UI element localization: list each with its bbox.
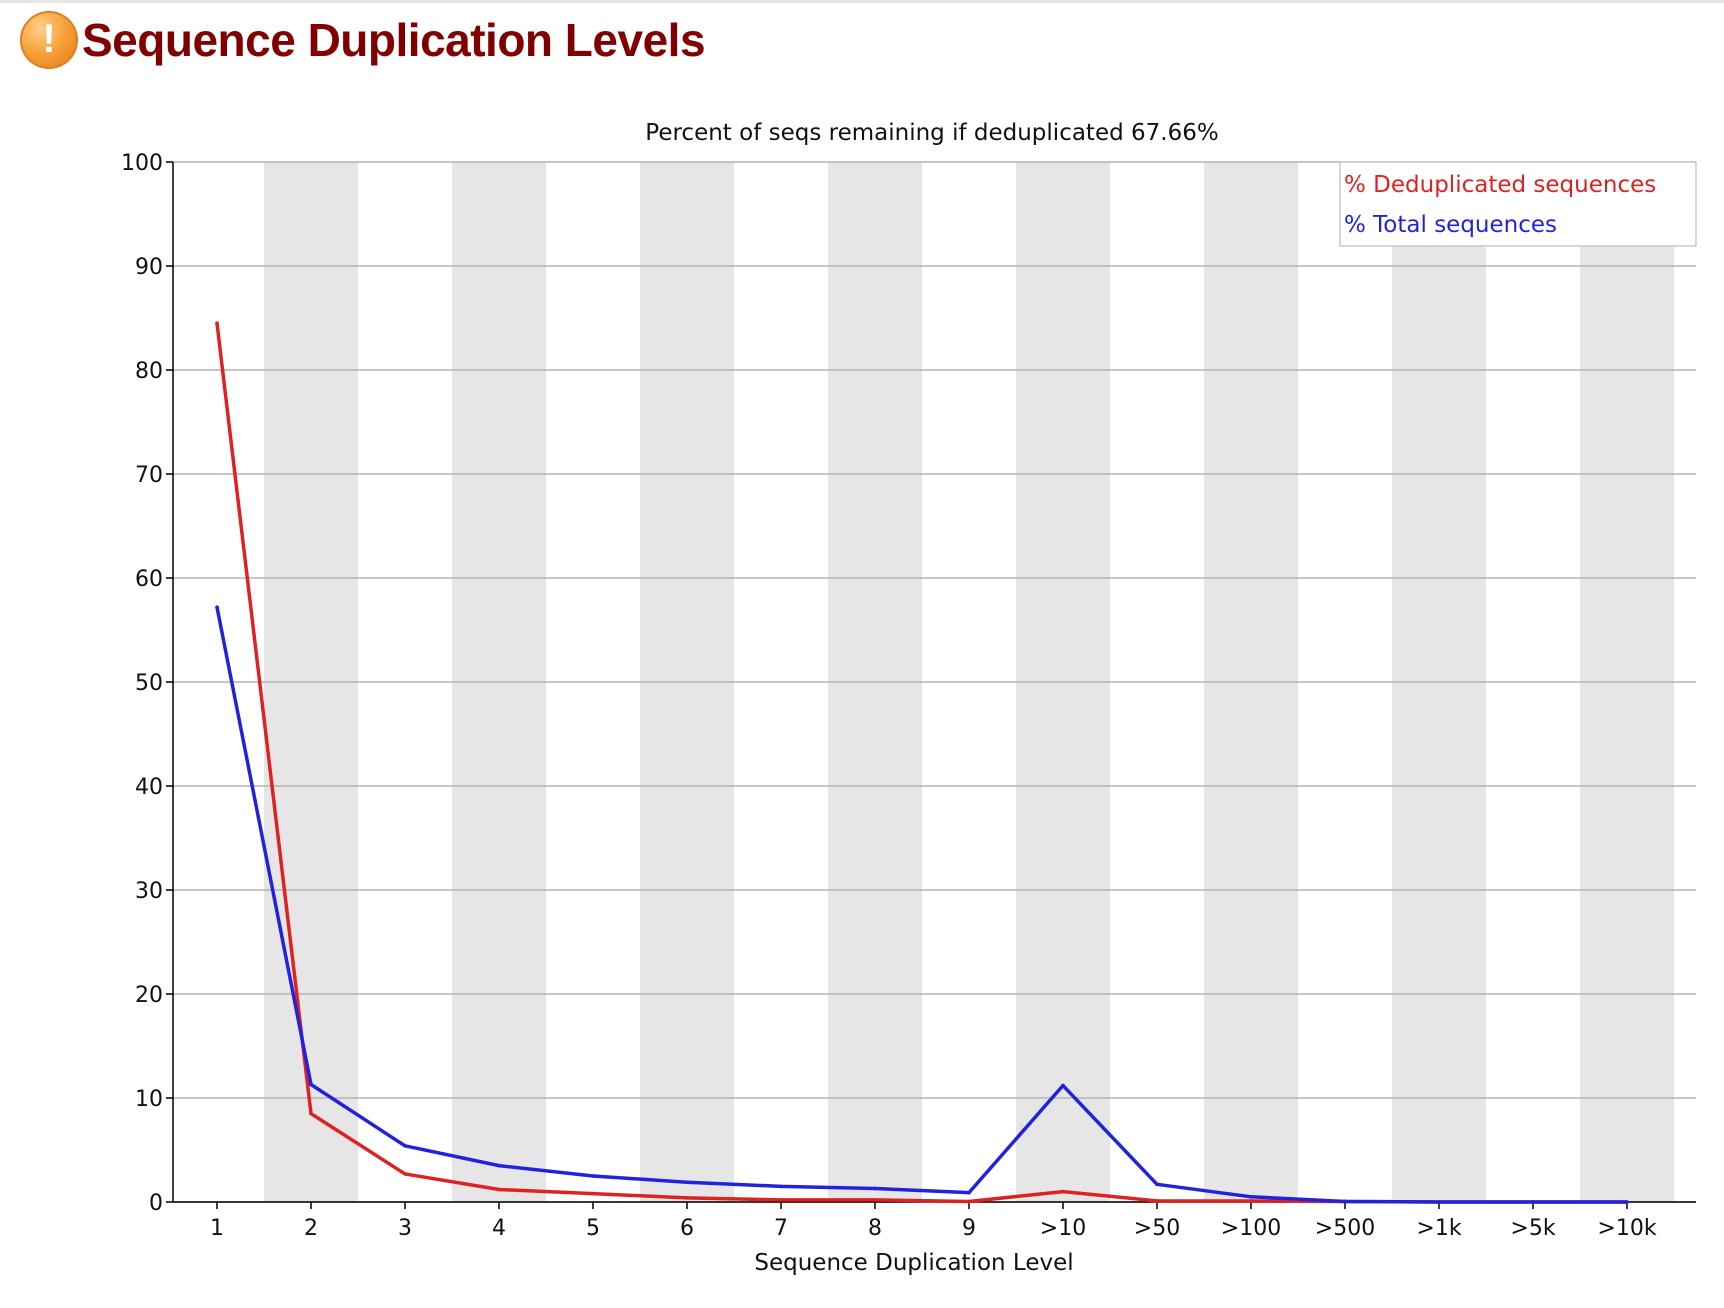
chart-title: Percent of seqs remaining if deduplicate…	[645, 120, 1218, 146]
series-point-1	[1437, 1200, 1441, 1204]
x-tick-label: >50	[1134, 1216, 1180, 1241]
series-point-0	[215, 321, 219, 326]
y-tick-label: 0	[149, 1191, 163, 1216]
x-tick-label: >10	[1040, 1216, 1086, 1241]
y-tick-label: 20	[135, 983, 163, 1008]
series-point-0	[873, 1198, 877, 1202]
series-point-1	[309, 1082, 313, 1087]
x-tick-label: 6	[680, 1216, 694, 1241]
legend-entry: % Total sequences	[1344, 212, 1557, 238]
series-point-1	[1625, 1200, 1629, 1204]
x-tick-label: 5	[586, 1216, 600, 1241]
y-tick-label: 30	[135, 879, 163, 904]
series-point-1	[497, 1163, 501, 1168]
series-point-1	[215, 605, 219, 609]
y-tick-label: 80	[135, 359, 163, 384]
series-point-1	[779, 1184, 783, 1189]
series-point-1	[1249, 1195, 1253, 1199]
page-title: Sequence Duplication Levels	[82, 14, 706, 66]
series-point-1	[1531, 1200, 1535, 1204]
x-tick-label: >5k	[1510, 1216, 1555, 1241]
x-tick-label: 8	[868, 1216, 882, 1241]
y-tick-label: 10	[135, 1087, 163, 1112]
y-tick-label: 40	[135, 775, 163, 800]
x-tick-label: 3	[398, 1216, 412, 1241]
y-tick-label: 50	[135, 671, 163, 696]
warning-glyph: !	[42, 17, 56, 61]
series-point-0	[309, 1111, 313, 1116]
series-point-1	[967, 1190, 971, 1195]
x-tick-label: 1	[210, 1216, 224, 1241]
series-point-1	[873, 1186, 877, 1191]
y-tick-label: 70	[135, 463, 163, 488]
x-tick-label: 9	[962, 1216, 976, 1241]
x-axis-label: Sequence Duplication Level	[754, 1250, 1073, 1276]
y-tick-label: 90	[135, 255, 163, 280]
legend-box	[1339, 161, 1697, 247]
x-tick-label: 2	[304, 1216, 318, 1241]
series-point-0	[1155, 1199, 1159, 1203]
series-point-1	[591, 1174, 595, 1178]
series-point-0	[779, 1198, 783, 1202]
y-tick-label: 60	[135, 567, 163, 592]
series-point-1	[403, 1144, 407, 1148]
series-point-0	[685, 1196, 689, 1200]
series-point-0	[1061, 1189, 1065, 1194]
x-tick-label: >10k	[1597, 1216, 1656, 1241]
series-point-0	[591, 1191, 595, 1196]
series-point-0	[967, 1199, 971, 1204]
module-header: ! Sequence Duplication Levels	[20, 8, 706, 72]
series-point-0	[497, 1187, 501, 1192]
x-tick-label: >1k	[1416, 1216, 1461, 1241]
top-divider	[0, 0, 1724, 3]
x-tick-label: >100	[1221, 1216, 1281, 1241]
series-line-1	[215, 606, 1627, 1204]
series-point-0	[403, 1172, 407, 1176]
x-tick-label: 4	[492, 1216, 506, 1241]
x-tick-label: 7	[774, 1216, 788, 1241]
warning-icon: !	[20, 11, 78, 69]
series-point-0	[1249, 1199, 1253, 1203]
series-point-1	[1061, 1083, 1065, 1088]
series-point-1	[685, 1180, 689, 1185]
series-point-1	[1343, 1199, 1347, 1204]
legend-entry: % Deduplicated sequences	[1344, 172, 1656, 198]
series-point-1	[1155, 1182, 1159, 1187]
y-tick-label: 100	[121, 151, 163, 176]
x-tick-label: >500	[1315, 1216, 1375, 1241]
